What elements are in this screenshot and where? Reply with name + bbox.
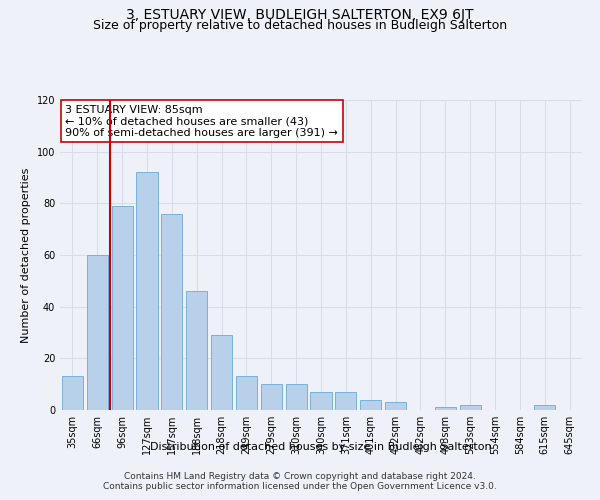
Text: Contains public sector information licensed under the Open Government Licence v3: Contains public sector information licen… [103, 482, 497, 491]
Bar [534, 405, 555, 410]
Text: Distribution of detached houses by size in Budleigh Salterton: Distribution of detached houses by size … [150, 442, 492, 452]
Y-axis label: Number of detached properties: Number of detached properties [21, 168, 31, 342]
Bar [236, 376, 257, 410]
Bar [186, 291, 207, 410]
Bar [460, 405, 481, 410]
Bar [335, 392, 356, 410]
Bar [360, 400, 381, 410]
Bar [161, 214, 182, 410]
Bar [62, 376, 83, 410]
Bar [211, 335, 232, 410]
Text: Size of property relative to detached houses in Budleigh Salterton: Size of property relative to detached ho… [93, 19, 507, 32]
Text: 3, ESTUARY VIEW, BUDLEIGH SALTERTON, EX9 6JT: 3, ESTUARY VIEW, BUDLEIGH SALTERTON, EX9… [126, 8, 474, 22]
Text: Contains HM Land Registry data © Crown copyright and database right 2024.: Contains HM Land Registry data © Crown c… [124, 472, 476, 481]
Bar [286, 384, 307, 410]
Text: 3 ESTUARY VIEW: 85sqm
← 10% of detached houses are smaller (43)
90% of semi-deta: 3 ESTUARY VIEW: 85sqm ← 10% of detached … [65, 104, 338, 138]
Bar [385, 402, 406, 410]
Bar [87, 255, 108, 410]
Bar [435, 408, 456, 410]
Bar [112, 206, 133, 410]
Bar [310, 392, 332, 410]
Bar [261, 384, 282, 410]
Bar [136, 172, 158, 410]
